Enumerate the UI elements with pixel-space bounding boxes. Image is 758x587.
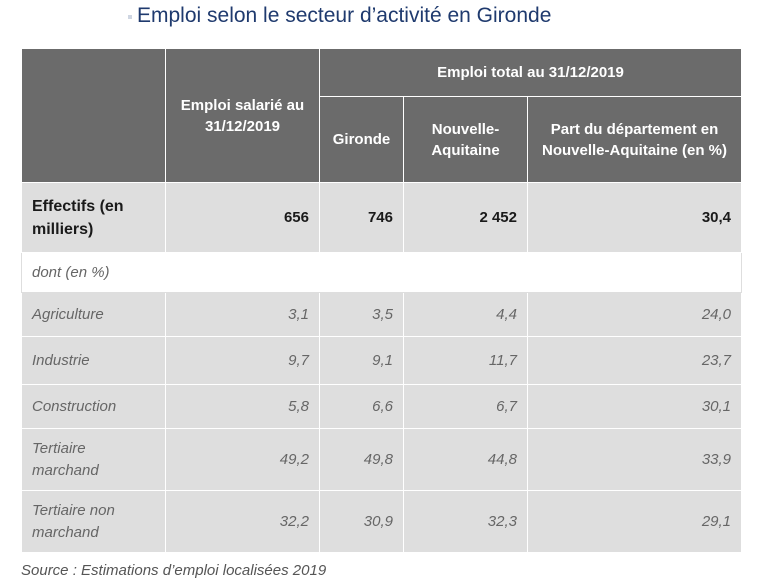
cell-gironde: 746 [319,182,404,253]
row-label: Industrie [21,336,166,385]
cell-salarie: 32,2 [165,490,320,553]
table-row-dont: dont (en %) [20,252,743,293]
cell-part: 30,1 [526,384,743,429]
row-label: Agriculture [21,292,166,337]
header-gironde: Gironde [319,96,404,183]
cell-part: 29,1 [526,490,743,553]
cell-gironde: 9,1 [319,336,404,385]
row-label: Construction [21,384,166,429]
header-empty-corner [21,48,166,183]
cell-salarie: 9,7 [165,336,320,385]
table-row: Tertiaire non marchand 32,2 30,9 32,3 29… [21,490,743,553]
header-emploi-total: Emploi total au 31/12/2019 [318,48,743,97]
cell-gironde: 6,6 [319,384,404,429]
row-label: Effectifs (en milliers) [21,182,166,253]
cell-gironde: 49,8 [319,428,404,491]
header-nouvelle-aquitaine: Nouvelle-Aquitaine [403,96,528,183]
row-label-dont: dont (en %) [20,252,743,293]
header-emploi-salarie: Emploi salarié au 31/12/2019 [165,48,320,183]
cell-gironde: 30,9 [319,490,404,553]
cell-nouvelle-aquitaine: 4,4 [403,292,528,337]
table-row: Agriculture 3,1 3,5 4,4 24,0 [21,292,743,337]
cell-salarie: 656 [165,182,320,253]
title-marker [128,15,132,19]
header-part-departement: Part du département en Nouvelle-Aquitain… [526,96,743,183]
cell-nouvelle-aquitaine: 32,3 [403,490,528,553]
cell-salarie: 5,8 [165,384,320,429]
table-row: Tertiaire marchand 49,2 49,8 44,8 33,9 [21,428,743,491]
cell-part: 33,9 [526,428,743,491]
cell-nouvelle-aquitaine: 11,7 [403,336,528,385]
cell-part: 24,0 [526,292,743,337]
cell-part: 23,7 [526,336,743,385]
row-label: Tertiaire non marchand [21,490,166,553]
employment-table: Emploi salarié au 31/12/2019 Emploi tota… [20,48,743,553]
table-row: Construction 5,8 6,6 6,7 30,1 [21,384,743,429]
cell-gironde: 3,5 [319,292,404,337]
cell-nouvelle-aquitaine: 2 452 [403,182,528,253]
cell-nouvelle-aquitaine: 44,8 [403,428,528,491]
cell-salarie: 49,2 [165,428,320,491]
table-row: Industrie 9,7 9,1 11,7 23,7 [21,336,743,385]
cell-part: 30,4 [526,182,743,253]
page-title: Emploi selon le secteur d’activité en Gi… [137,4,552,27]
row-label: Tertiaire marchand [21,428,166,491]
table-row-effectifs: Effectifs (en milliers) 656 746 2 452 30… [21,182,743,253]
source-note: Source : Estimations d’emploi localisées… [21,562,327,579]
cell-salarie: 3,1 [165,292,320,337]
cell-nouvelle-aquitaine: 6,7 [403,384,528,429]
